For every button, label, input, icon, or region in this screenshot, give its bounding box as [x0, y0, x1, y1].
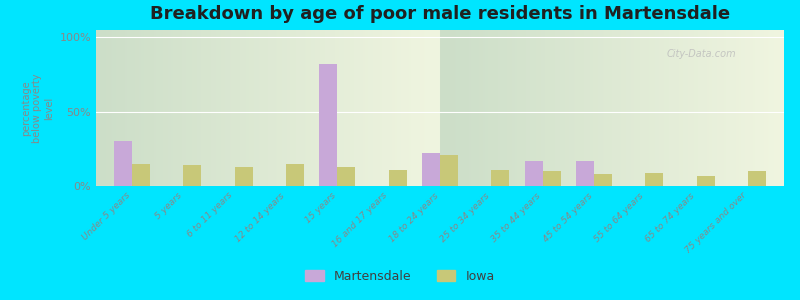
Text: City-Data.com: City-Data.com — [666, 49, 736, 59]
Bar — [422, 153, 440, 186]
Bar — [491, 170, 510, 186]
Title: Breakdown by age of poor male residents in Martensdale: Breakdown by age of poor male residents … — [150, 5, 730, 23]
Bar — [646, 172, 663, 186]
Bar — [114, 141, 132, 186]
Bar — [319, 64, 338, 186]
Bar — [234, 167, 253, 186]
Bar — [542, 171, 561, 186]
Bar — [286, 164, 304, 186]
Y-axis label: percentage
below poverty
level: percentage below poverty level — [21, 73, 54, 143]
Bar — [594, 174, 612, 186]
Legend: Martensdale, Iowa: Martensdale, Iowa — [300, 265, 500, 288]
Bar — [525, 161, 542, 186]
Bar — [748, 171, 766, 186]
Bar — [183, 165, 202, 186]
Bar — [132, 164, 150, 186]
Bar — [697, 176, 714, 186]
Bar — [576, 161, 594, 186]
Bar — [389, 170, 406, 186]
Bar — [440, 155, 458, 186]
Bar — [338, 167, 355, 186]
